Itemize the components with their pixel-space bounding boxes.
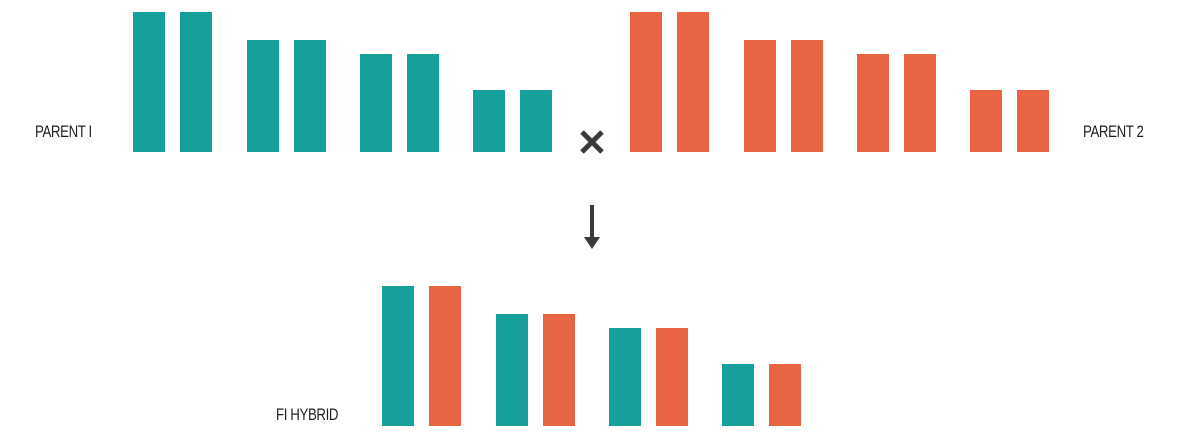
parent1-chromosome-1-b (180, 12, 212, 152)
cross-icon (580, 130, 604, 154)
parent1-chromosome-2-b (294, 40, 326, 152)
parent2-chromosome-2-b (791, 40, 823, 152)
parent2-chromosome-1-a (630, 12, 662, 152)
parent1-label: PARENT I (35, 122, 92, 141)
hybrid-label: FI HYBRID (276, 405, 339, 424)
parent1-chromosome-3-a (360, 54, 392, 152)
parent2-chromosome-3-b (904, 54, 936, 152)
parent1-chromosome-1-a (133, 12, 165, 152)
parent1-chromosome-3-b (407, 54, 439, 152)
parent2-chromosome-3-a (857, 54, 889, 152)
hybrid-chromosome-4-b (769, 364, 801, 426)
parent2-chromosome-4-b (1017, 90, 1049, 152)
parent1-chromosome-4-a (473, 90, 505, 152)
parent1-chromosome-2-a (247, 40, 279, 152)
down-arrow-icon (584, 205, 600, 249)
hybrid-chromosome-1-a (382, 286, 414, 426)
hybrid-chromosome-3-b (656, 328, 688, 426)
hybrid-chromosome-1-b (429, 286, 461, 426)
parent1-chromosome-4-b (520, 90, 552, 152)
parent2-label: PARENT 2 (1083, 122, 1144, 141)
hybrid-chromosome-2-a (496, 314, 528, 426)
parent2-chromosome-4-a (970, 90, 1002, 152)
hybrid-chromosome-3-a (609, 328, 641, 426)
parent2-chromosome-2-a (744, 40, 776, 152)
hybrid-chromosome-2-b (543, 314, 575, 426)
parent2-chromosome-1-b (677, 12, 709, 152)
hybrid-chromosome-4-a (722, 364, 754, 426)
